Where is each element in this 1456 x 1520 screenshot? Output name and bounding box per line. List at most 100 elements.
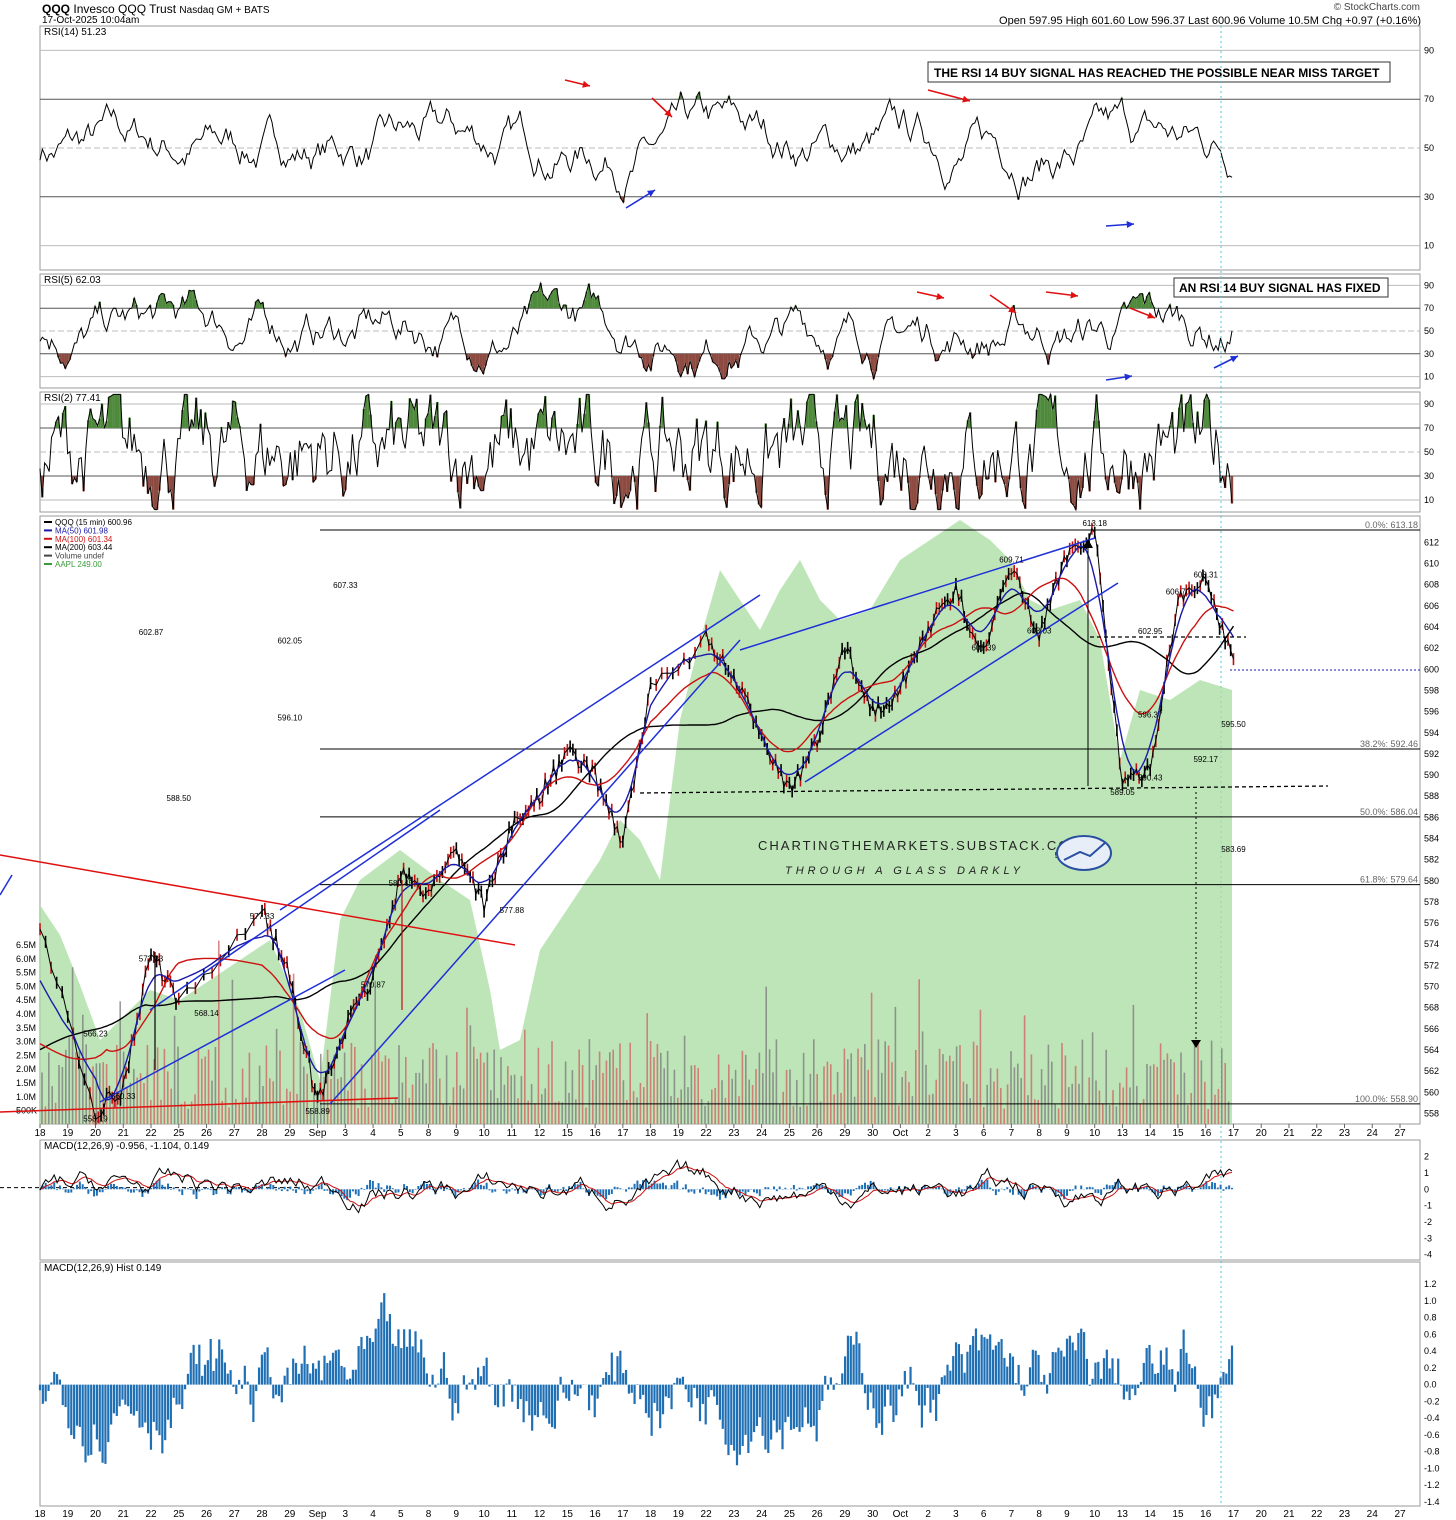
x-tick-label: 5 <box>398 1128 404 1139</box>
x-tick-label: 10 <box>1089 1128 1101 1139</box>
trend-channel-line <box>279 594 761 911</box>
x-tick-label: 28 <box>256 1128 268 1139</box>
price-value-label: 602.05 <box>278 637 303 646</box>
x-tick-label: 20 <box>90 1128 102 1139</box>
x-tick-label: 4 <box>370 1509 376 1520</box>
x-tick-label: 25 <box>784 1128 796 1139</box>
macd-signal-line <box>39 1166 1233 1207</box>
x-tick-label: 3 <box>953 1128 959 1139</box>
macd-tick-label: 0 <box>1424 1184 1429 1194</box>
hist-tick-label: -0.4 <box>1424 1413 1440 1423</box>
price-value-label: 580.45 <box>389 879 414 888</box>
x-tick-label: 29 <box>284 1128 296 1139</box>
x-tick-label: 10 <box>479 1128 491 1139</box>
x-tick-label: 29 <box>284 1509 296 1520</box>
watermark-line2: THROUGH A GLASS DARKLY <box>785 865 1024 877</box>
watermark-arrow-icon <box>1063 841 1107 861</box>
x-tick-label: 20 <box>1256 1509 1268 1520</box>
price-value-label: 607.33 <box>333 581 358 590</box>
x-tick-label: 30 <box>867 1128 879 1139</box>
hist-tick-label: -1.0 <box>1424 1463 1440 1473</box>
macd-tick-label: -3 <box>1424 1233 1432 1243</box>
rsi5-panel: 90 70 50 30 10 <box>39 280 1434 382</box>
price-value-label: 589.05 <box>1110 788 1135 797</box>
price-value-label: 560.33 <box>111 1092 136 1101</box>
rsi5-g-tick-label: 90 <box>1424 280 1434 290</box>
price-tick-label: 604 <box>1424 622 1439 632</box>
price-x-axis: 18 19 20 21 22 25 26 27 28 29 Sep 3 4 5 8 9 10 11 12 15 16 17… <box>34 1124 1406 1139</box>
x-tick-label: 26 <box>201 1128 213 1139</box>
x-tick-label: 29 <box>839 1128 851 1139</box>
rsi5-g-rsi-line <box>39 281 1233 381</box>
x-tick-label: 22 <box>1311 1509 1323 1520</box>
x-tick-label: 8 <box>426 1509 432 1520</box>
price-tick-label: 606 <box>1424 601 1439 611</box>
fib-label: 0.0%: 613.18 <box>1365 520 1418 530</box>
x-tick-label: 27 <box>1394 1509 1406 1520</box>
rsi14-note: THE RSI 14 BUY SIGNAL HAS REACHED THE PO… <box>927 61 1391 83</box>
rsi14-divergence-arrow-head <box>1126 221 1134 228</box>
rsi2-g-tick-label: 90 <box>1424 399 1434 409</box>
trend-channel-line <box>149 809 441 1011</box>
x-tick-label: 30 <box>867 1509 879 1520</box>
bottom-x-axis: 18 19 20 21 22 25 26 27 28 29 Sep 3 4 5 8 9 10 11 12 15 16 17… <box>34 1509 1406 1520</box>
x-tick-label: 11 <box>507 1128 518 1139</box>
rsi5-g-tick-label: 10 <box>1424 372 1434 382</box>
x-tick-label: 5 <box>398 1509 404 1520</box>
ma50-line <box>39 545 1235 1101</box>
x-tick-label: 16 <box>1200 1509 1212 1520</box>
rsi5-divergence-arrow-head <box>1070 291 1078 299</box>
price-tick-label: 596 <box>1424 707 1439 717</box>
x-tick-label: 26 <box>812 1509 824 1520</box>
price-line <box>39 527 1234 1121</box>
x-tick-label: 17 <box>617 1509 629 1520</box>
trend-channel-line <box>329 639 741 1105</box>
volume-tick-label: 6.0M <box>16 954 36 964</box>
x-tick-label: 19 <box>62 1128 74 1139</box>
price-tick-label: 602 <box>1424 643 1439 653</box>
price-value-label: 577.33 <box>250 912 275 921</box>
rsi14-note-text: THE RSI 14 BUY SIGNAL HAS REACHED THE PO… <box>934 66 1380 80</box>
x-tick-label: 16 <box>590 1128 602 1139</box>
x-tick-label: 9 <box>1064 1128 1070 1139</box>
x-tick-label: Oct <box>893 1128 909 1139</box>
trend-channel-line <box>0 874 13 896</box>
price-tick-label: 592 <box>1424 749 1439 759</box>
price-tick-label: 558 <box>1424 1108 1439 1118</box>
x-tick-label: 15 <box>1172 1509 1184 1520</box>
price-value-label: 568.14 <box>194 1009 219 1018</box>
price-value-label: 558.89 <box>305 1107 330 1116</box>
x-tick-label: 20 <box>90 1509 102 1520</box>
x-tick-label: 25 <box>784 1509 796 1520</box>
volume-tick-label: 6.5M <box>16 940 36 950</box>
rsi14-label: RSI(14) 51.23 <box>44 27 107 38</box>
rsi5-divergence-arrow-head <box>936 293 944 300</box>
price-tick-label: 570 <box>1424 982 1439 992</box>
price-value-label: 588.50 <box>167 794 192 803</box>
x-tick-label: 22 <box>701 1509 713 1520</box>
trend-channel-line <box>99 969 346 1103</box>
x-tick-label: 10 <box>479 1509 491 1520</box>
price-value-label: 592.17 <box>1193 755 1218 764</box>
rsi5-label: RSI(5) 62.03 <box>44 275 101 286</box>
rsi5-note: AN RSI 14 BUY SIGNAL HAS FIXED <box>1173 277 1389 298</box>
x-tick-label: 26 <box>812 1128 824 1139</box>
price-tick-label: 598 <box>1424 685 1439 695</box>
price-tick-label: 584 <box>1424 834 1439 844</box>
price-tick-label: 588 <box>1424 791 1439 801</box>
price-tick-label: 600 <box>1424 664 1439 674</box>
hist-tick-label: 0.0 <box>1424 1380 1437 1390</box>
hist-tick-label: -0.8 <box>1424 1447 1440 1457</box>
volume-tick-label: 4.5M <box>16 995 36 1005</box>
support-line <box>0 1097 399 1113</box>
x-tick-label: 17 <box>1228 1509 1240 1520</box>
x-tick-label: 23 <box>728 1128 740 1139</box>
x-tick-label: 2 <box>925 1128 931 1139</box>
hist-tick-label: -0.6 <box>1424 1430 1440 1440</box>
volume-tick-label: 5.0M <box>16 981 36 991</box>
quote-summary: Open 597.95 High 601.60 Low 596.37 Last … <box>999 15 1421 27</box>
fib-label: 38.2%: 592.46 <box>1360 739 1418 749</box>
x-tick-label: 21 <box>1283 1128 1295 1139</box>
macd-tick-label: 1 <box>1424 1168 1429 1178</box>
